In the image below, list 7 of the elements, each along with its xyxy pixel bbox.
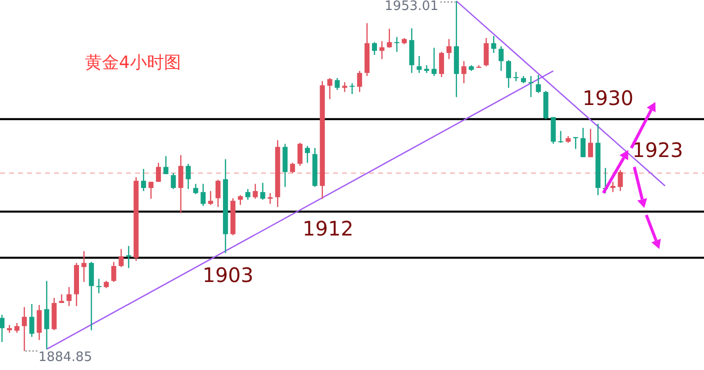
annotation: 1923 (632, 138, 684, 162)
ref-line-label: 1930 (582, 86, 634, 110)
text: 黄金4小时图 (85, 53, 181, 73)
annotation: 1884.85 (38, 350, 92, 365)
ref-line-label: 1903 (202, 262, 254, 287)
ref-line-label: 1912 (302, 216, 354, 241)
annotation: 1953.01 (384, 0, 438, 14)
